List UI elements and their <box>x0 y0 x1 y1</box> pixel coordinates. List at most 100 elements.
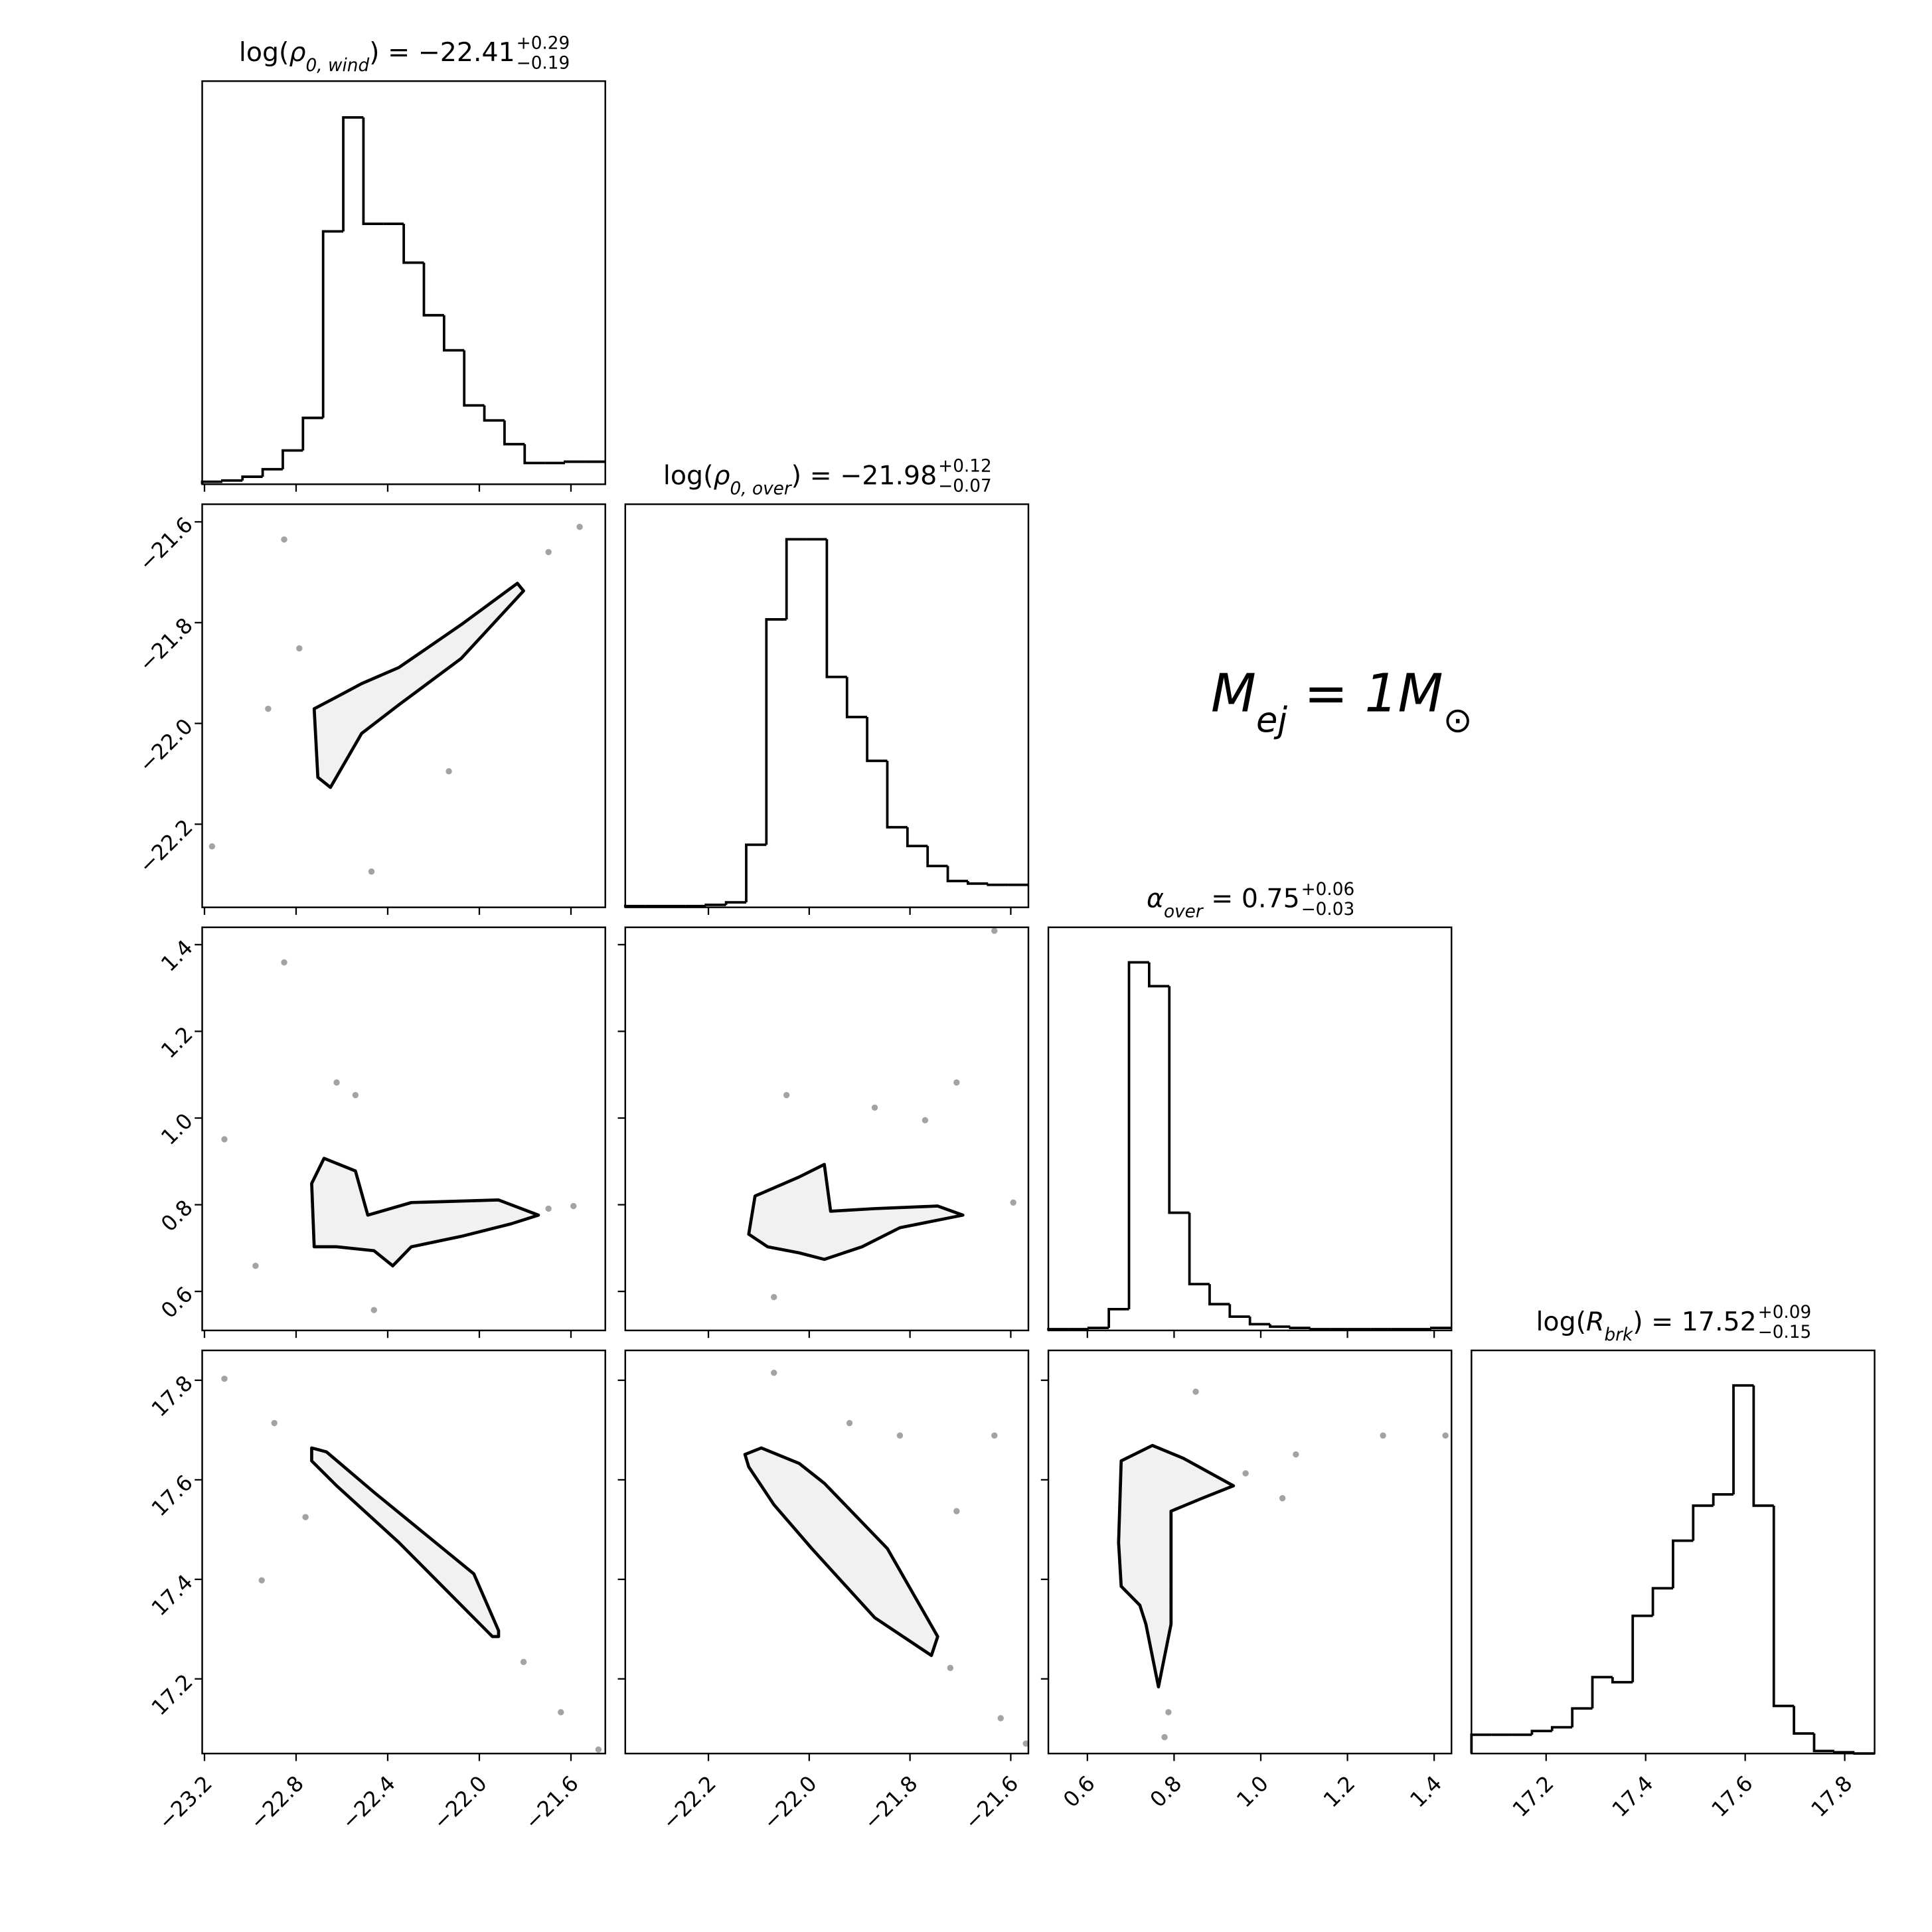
hist-bin <box>845 677 868 718</box>
title-subscript: 0, wind <box>306 56 370 76</box>
sample-point <box>258 1577 265 1584</box>
y-tick-label: 17.4 <box>147 1570 198 1621</box>
sample-point <box>1380 1432 1386 1439</box>
panel <box>1117 1388 1449 1741</box>
x-tick-label: 17.2 <box>1507 1771 1558 1822</box>
sample-point <box>576 523 583 530</box>
x-tick-label: −23.2 <box>153 1771 217 1834</box>
annotation-text: = 1M <box>1287 663 1443 724</box>
sample-point <box>252 1262 259 1269</box>
sample-point <box>1010 1199 1016 1206</box>
hist-bin <box>1047 1328 1069 1330</box>
hist-bin <box>1752 1385 1774 1507</box>
y-tick-label: 1.4 <box>156 935 198 977</box>
hist-bin <box>301 416 323 451</box>
hist-bin <box>1127 961 1149 1309</box>
title-text: ) = −21.98 <box>791 460 937 491</box>
title-text: ) = 17.52 <box>1633 1307 1757 1337</box>
hist-bin <box>987 883 1008 886</box>
title-subscript: over <box>1164 902 1204 922</box>
hist-bin <box>442 315 465 352</box>
hist-bin <box>503 420 525 445</box>
title-text: log( <box>1536 1307 1586 1337</box>
hist-bin <box>523 444 545 465</box>
hist-bin <box>1269 1324 1291 1328</box>
x-tick-label: −22.2 <box>657 1771 721 1834</box>
x-tick-label: −21.8 <box>858 1771 922 1834</box>
title-text: log( <box>239 37 289 68</box>
hist-bin <box>201 480 222 485</box>
title-symbol: α <box>1147 884 1164 914</box>
sample-point <box>1242 1470 1249 1477</box>
annotation-sub: ej <box>1256 700 1287 740</box>
title-symbol: R <box>1586 1307 1604 1337</box>
sample-point <box>333 1079 340 1086</box>
panel-frame <box>1471 1349 1876 1755</box>
hist-bin <box>1550 1726 1573 1731</box>
contour <box>1117 1443 1236 1689</box>
y-tick-label: 0.6 <box>156 1281 198 1323</box>
hist-bin <box>362 117 384 226</box>
y-tick-label: 17.6 <box>147 1470 198 1521</box>
sample-point <box>445 768 452 775</box>
title-lower: −0.19 <box>517 53 570 73</box>
x-tick-label: 1.4 <box>1405 1771 1447 1812</box>
hist-bin <box>1853 1752 1875 1755</box>
title-lower: −0.03 <box>1301 900 1355 920</box>
sample-point <box>352 1091 359 1099</box>
x-tick-label: 0.6 <box>1058 1771 1100 1812</box>
title-upper: +0.12 <box>938 457 992 477</box>
hist-bin <box>342 116 364 232</box>
y-tick-label: −21.6 <box>134 512 198 576</box>
sample-point <box>896 1432 904 1439</box>
hist-bin <box>866 717 888 762</box>
sample-point <box>281 536 287 543</box>
panel-frame <box>1047 1349 1453 1755</box>
sample-point <box>871 1104 878 1111</box>
hist-bin <box>1147 962 1170 988</box>
hist-bin <box>422 262 444 317</box>
hist-bin <box>1430 1327 1452 1330</box>
sample-point <box>520 1658 527 1665</box>
hist-bin <box>1530 1730 1552 1735</box>
hist-bin <box>825 539 847 679</box>
panel-frame <box>624 503 1030 908</box>
panel-frame <box>201 1349 606 1755</box>
sample-point <box>1022 1740 1028 1747</box>
hist-bin <box>623 904 646 908</box>
hist-bin <box>1208 1284 1230 1306</box>
hist-bin <box>463 350 485 407</box>
hist-bin <box>261 467 283 477</box>
panel <box>743 1370 1028 1747</box>
sample-point <box>302 1514 309 1520</box>
hist-bin <box>906 827 928 848</box>
hist-bin <box>1793 1706 1814 1735</box>
sample-point <box>771 1370 777 1376</box>
title-subscript: brk <box>1604 1325 1634 1345</box>
title-text: = 0.75 <box>1203 884 1300 914</box>
hist-bin <box>1107 1307 1129 1328</box>
sample-point <box>953 1508 960 1514</box>
title-upper: +0.09 <box>1758 1303 1812 1323</box>
hist-bin <box>886 761 908 829</box>
hist-bin <box>1772 1505 1795 1708</box>
hist-bin <box>402 224 424 264</box>
hist-bin <box>1832 1751 1855 1754</box>
sample-point <box>1279 1494 1286 1502</box>
sample-point <box>1442 1432 1449 1439</box>
title-symbol: ρ <box>289 37 305 68</box>
panel-frame <box>624 926 1030 1332</box>
x-tick-label: −21.6 <box>520 1771 584 1834</box>
hist-title: log(Rbrk) = 17.52 <box>1536 1307 1756 1345</box>
sample-point <box>595 1746 602 1753</box>
annotation: Mej = 1M⊙ <box>1211 663 1473 740</box>
sample-point <box>991 1432 998 1439</box>
sample-point <box>991 927 998 934</box>
sample-point <box>265 705 272 712</box>
hist-bin <box>765 618 787 845</box>
y-tick-label: 1.0 <box>156 1108 198 1150</box>
hist-bin <box>1168 986 1190 1214</box>
x-tick-label: 0.8 <box>1145 1771 1186 1812</box>
sample-point <box>296 645 303 652</box>
